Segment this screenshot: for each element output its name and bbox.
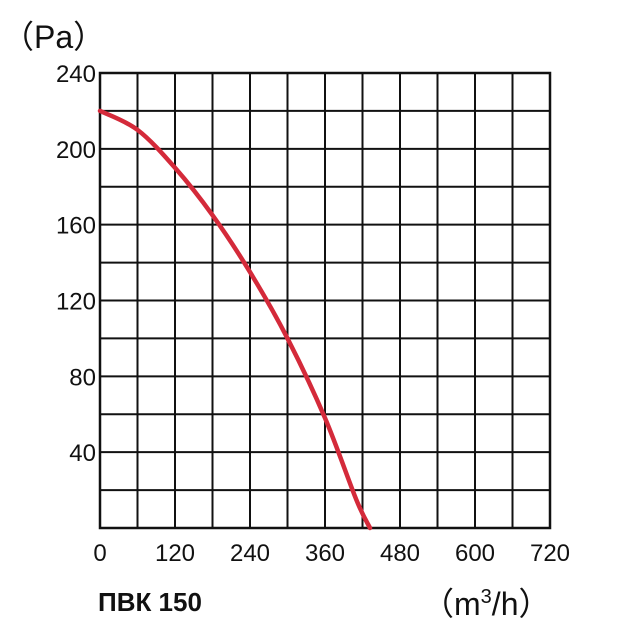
x-axis-unit-suffix: /h） [492,586,551,622]
pressure-curve [97,108,373,531]
y-tick-label: 240 [56,61,96,88]
x-tick-label: 240 [230,540,270,567]
x-axis-unit-prefix: （m [422,586,481,622]
y-tick-label: 120 [56,289,96,316]
chart-grid [98,71,552,530]
x-tick-label: 360 [305,540,345,567]
x-tick-label: 720 [530,540,570,567]
y-axis-unit: （Pa） [2,19,105,55]
x-axis-unit: （m3/h） [422,586,551,622]
y-axis-ticks: 40 80 120 160 200 240 [56,61,96,467]
y-tick-label: 80 [69,364,96,391]
y-tick-label: 200 [56,137,96,164]
series-layer [97,108,373,531]
y-tick-label: 160 [56,213,96,240]
x-axis-ticks: 0 120 240 360 480 600 720 [93,540,570,567]
x-tick-label: 120 [155,540,195,567]
y-tick-label: 40 [69,440,96,467]
model-label: ПВК 150 [98,587,202,617]
plot-frame [98,71,552,530]
x-tick-label: 600 [455,540,495,567]
x-tick-label: 0 [93,540,106,567]
x-tick-label: 480 [380,540,420,567]
x-axis-unit-superscript: 3 [481,586,492,608]
